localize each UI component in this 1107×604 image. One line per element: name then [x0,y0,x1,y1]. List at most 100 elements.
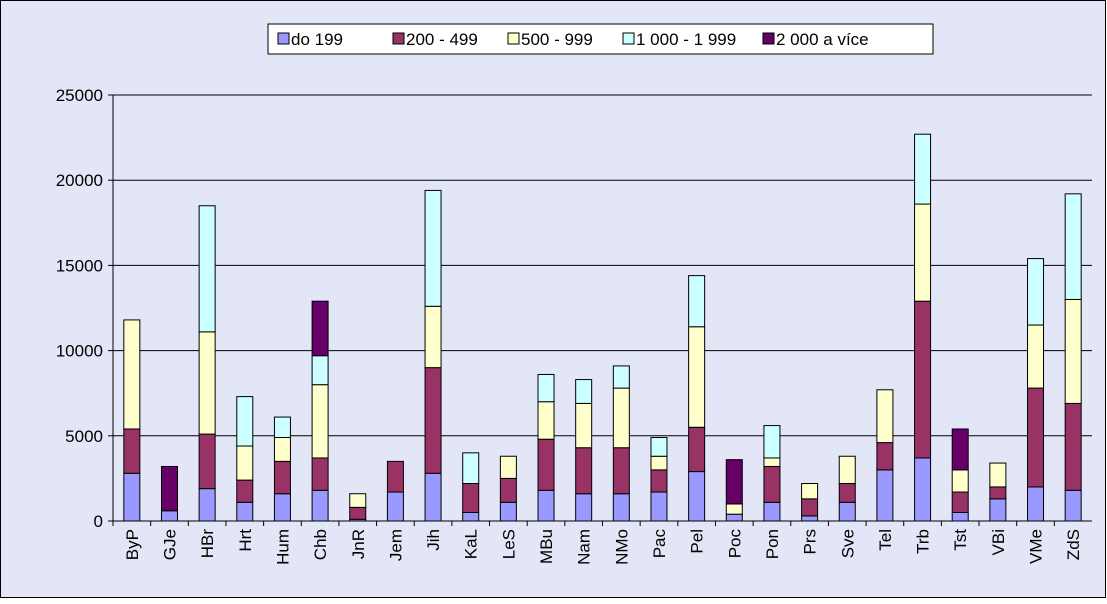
bar-segment [499,477,517,503]
bar-segment [688,426,706,473]
x-tick-label: Pac [650,529,669,559]
bar-segment [876,389,894,444]
bar-segment [499,501,517,522]
x-tick-label: JnR [349,529,368,559]
bar-segment [914,300,932,459]
bar-segment [951,469,969,493]
x-tick-label: HBr [198,529,217,559]
bar-segment [688,275,706,328]
bar-segment [424,305,442,369]
bar-segment [838,455,856,485]
legend-swatch [762,32,775,45]
legend-label: 2 000 a více [776,30,869,49]
y-tick-label: 20000 [56,171,103,190]
bar-segment [876,442,894,471]
bar-segment [462,511,480,522]
bar-segment [273,437,291,462]
legend-swatch [392,32,405,45]
bar-segment [989,462,1007,488]
bar-segment [838,483,856,503]
x-tick-label: LeS [499,529,518,559]
x-tick-label: Sve [838,529,857,558]
bar-segment [876,469,894,522]
bar-segment [951,511,969,522]
bar-segment [725,459,743,505]
bar-segment [537,438,555,491]
bar-segment [273,493,291,522]
bar-segment [612,365,630,389]
bar-segment [1027,258,1045,326]
bar-segment [311,489,329,522]
legend-label: 500 - 999 [521,30,593,49]
bar-segment [989,486,1007,500]
bar-segment [1064,402,1082,491]
bar-segment [386,460,404,493]
bar-segment [537,401,555,440]
bar-segment [273,416,291,439]
x-tick-label: Jih [424,529,443,551]
bar-segment [763,457,781,467]
bar-segment [801,515,819,522]
x-tick-label: Pon [763,529,782,559]
bar-segment [311,300,329,357]
bar-segment [801,483,819,500]
bar-segment [349,506,367,520]
bar-segment [123,428,141,474]
bar-segment [537,373,555,403]
bar-segment [537,489,555,522]
bar-segment [838,501,856,522]
bar-segment [575,447,593,495]
bar-segment [236,396,254,447]
bar-segment [650,469,668,493]
x-tick-label: KaL [462,529,481,559]
x-tick-label: VMe [1027,529,1046,564]
x-tick-label: MBu [537,529,556,564]
x-tick-label: NMo [612,529,631,565]
y-tick-label: 5000 [65,427,103,446]
legend-box [267,23,934,55]
x-tick-label: Chb [311,529,330,560]
bar-segment [951,491,969,513]
bar-segment [198,433,216,490]
bar-segment [160,465,178,512]
bar-segment [575,493,593,522]
bar-segment [763,501,781,522]
bar-segment [123,472,141,522]
bar-segment [123,319,141,430]
legend-swatch [622,32,635,45]
x-tick-label: Tel [876,529,895,551]
bar-segment [725,513,743,522]
bar-segment [349,493,367,508]
x-tick-label: Jem [386,529,405,561]
y-tick-label: 10000 [56,342,103,361]
bar-segment [311,355,329,386]
legend-label: do 199 [291,30,343,49]
bar-segment [386,491,404,522]
bar-segment [424,189,442,307]
x-tick-label: Poc [725,529,744,559]
x-tick-label: Nam [575,529,594,565]
bar-segment [688,326,706,428]
bar-segment [424,472,442,522]
bar-segment [612,387,630,449]
bar-segment [763,465,781,503]
x-tick-label: ByP [123,529,142,560]
bar-segment [1027,324,1045,389]
bar-segment [989,498,1007,522]
bar-segment [236,479,254,503]
bar-segment [763,425,781,459]
x-tick-label: Tst [951,529,970,551]
bar-segment [688,471,706,522]
bar-segment [1027,387,1045,488]
bar-segment [575,379,593,404]
bar-segment [914,133,932,205]
x-tick-label: Hum [273,529,292,565]
bar-segment [236,501,254,522]
y-tick-label: 0 [94,512,103,531]
bar-segment [1064,298,1082,404]
bar-segment [198,205,216,333]
bar-segment [725,503,743,515]
bar-segment [311,384,329,459]
bar-segment [273,460,291,495]
bar-segment [1064,489,1082,522]
